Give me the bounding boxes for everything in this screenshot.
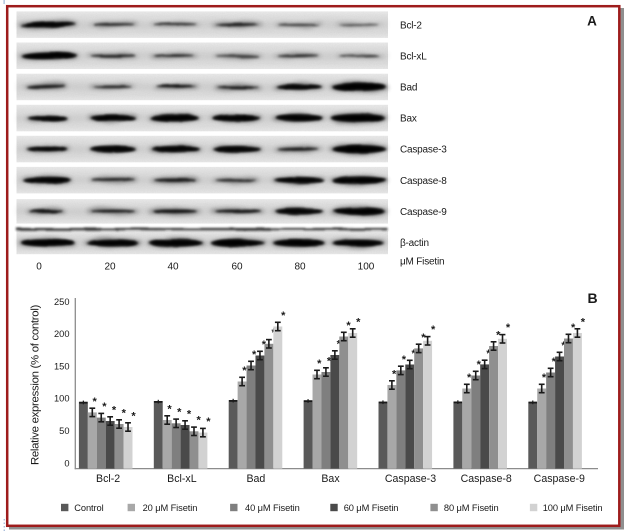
- svg-text:50: 50: [59, 426, 69, 436]
- svg-text:*: *: [92, 396, 97, 408]
- svg-text:*: *: [542, 372, 547, 384]
- svg-text:*: *: [496, 329, 501, 341]
- svg-text:Bcl-2: Bcl-2: [96, 473, 120, 485]
- svg-text:*: *: [552, 356, 557, 368]
- svg-text:*: *: [477, 359, 482, 371]
- svg-text:*: *: [412, 348, 417, 360]
- svg-text:*: *: [581, 316, 586, 328]
- svg-text:Bad: Bad: [400, 83, 417, 94]
- svg-text:Relative expression (% of cont: Relative expression (% of control): [30, 304, 42, 465]
- svg-text:*: *: [337, 338, 342, 350]
- svg-text:*: *: [252, 349, 257, 361]
- svg-text:0: 0: [36, 262, 42, 273]
- svg-text:*: *: [346, 320, 351, 332]
- svg-text:*: *: [177, 407, 182, 419]
- svg-text:Caspase-8: Caspase-8: [461, 473, 512, 485]
- svg-text:250: 250: [54, 297, 70, 307]
- svg-text:40 μM Fisetin: 40 μM Fisetin: [245, 503, 300, 513]
- svg-text:*: *: [421, 332, 426, 344]
- svg-text:A: A: [587, 14, 597, 29]
- svg-text:200: 200: [54, 329, 70, 339]
- svg-text:80: 80: [294, 262, 306, 273]
- svg-text:*: *: [327, 355, 332, 367]
- svg-text:*: *: [281, 310, 286, 322]
- svg-text:*: *: [561, 340, 566, 352]
- svg-text:*: *: [206, 416, 211, 428]
- svg-text:60: 60: [231, 262, 243, 273]
- svg-text:*: *: [131, 410, 136, 422]
- svg-text:*: *: [467, 372, 472, 384]
- svg-text:Bcl-xL: Bcl-xL: [167, 473, 197, 485]
- svg-text:20 μM Fisetin: 20 μM Fisetin: [143, 503, 198, 513]
- svg-text:*: *: [262, 339, 267, 351]
- svg-text:*: *: [317, 358, 322, 370]
- svg-text:20: 20: [104, 262, 116, 273]
- svg-text:*: *: [112, 404, 117, 416]
- svg-text:*: *: [197, 415, 202, 427]
- svg-text:150: 150: [54, 362, 70, 372]
- svg-text:B: B: [587, 290, 597, 306]
- svg-text:*: *: [571, 322, 576, 334]
- svg-text:60 μM Fisetin: 60 μM Fisetin: [344, 503, 399, 513]
- svg-text:*: *: [167, 403, 172, 415]
- svg-text:Caspase-3: Caspase-3: [400, 145, 447, 156]
- svg-text:β-actin: β-actin: [400, 238, 429, 249]
- svg-text:μM Fisetin: μM Fisetin: [400, 257, 444, 268]
- svg-text:*: *: [431, 324, 436, 336]
- svg-text:Bax: Bax: [400, 114, 417, 125]
- svg-text:Bad: Bad: [246, 473, 265, 485]
- svg-text:Control: Control: [74, 503, 103, 513]
- svg-text:*: *: [187, 408, 192, 420]
- svg-text:*: *: [392, 368, 397, 380]
- svg-text:Bax: Bax: [321, 473, 340, 485]
- svg-text:0: 0: [64, 458, 69, 468]
- svg-text:*: *: [122, 407, 127, 419]
- svg-text:*: *: [486, 348, 491, 360]
- svg-text:Caspase-3: Caspase-3: [385, 473, 436, 485]
- svg-text:Bcl-xL: Bcl-xL: [400, 51, 427, 62]
- svg-text:Caspase-9: Caspase-9: [400, 207, 447, 218]
- svg-text:40: 40: [167, 262, 179, 273]
- svg-text:100: 100: [54, 394, 70, 404]
- svg-text:Caspase-8: Caspase-8: [400, 176, 447, 187]
- svg-text:100 μM Fisetin: 100 μM Fisetin: [543, 503, 603, 513]
- svg-text:*: *: [102, 401, 107, 413]
- svg-text:*: *: [506, 322, 511, 334]
- svg-text:*: *: [356, 316, 361, 328]
- svg-text:Bcl-2: Bcl-2: [400, 20, 422, 31]
- svg-text:*: *: [402, 354, 407, 366]
- svg-text:100: 100: [358, 262, 375, 273]
- svg-text:Caspase-9: Caspase-9: [534, 473, 585, 485]
- svg-text:80 μM Fisetin: 80 μM Fisetin: [444, 503, 499, 513]
- svg-text:*: *: [242, 365, 247, 377]
